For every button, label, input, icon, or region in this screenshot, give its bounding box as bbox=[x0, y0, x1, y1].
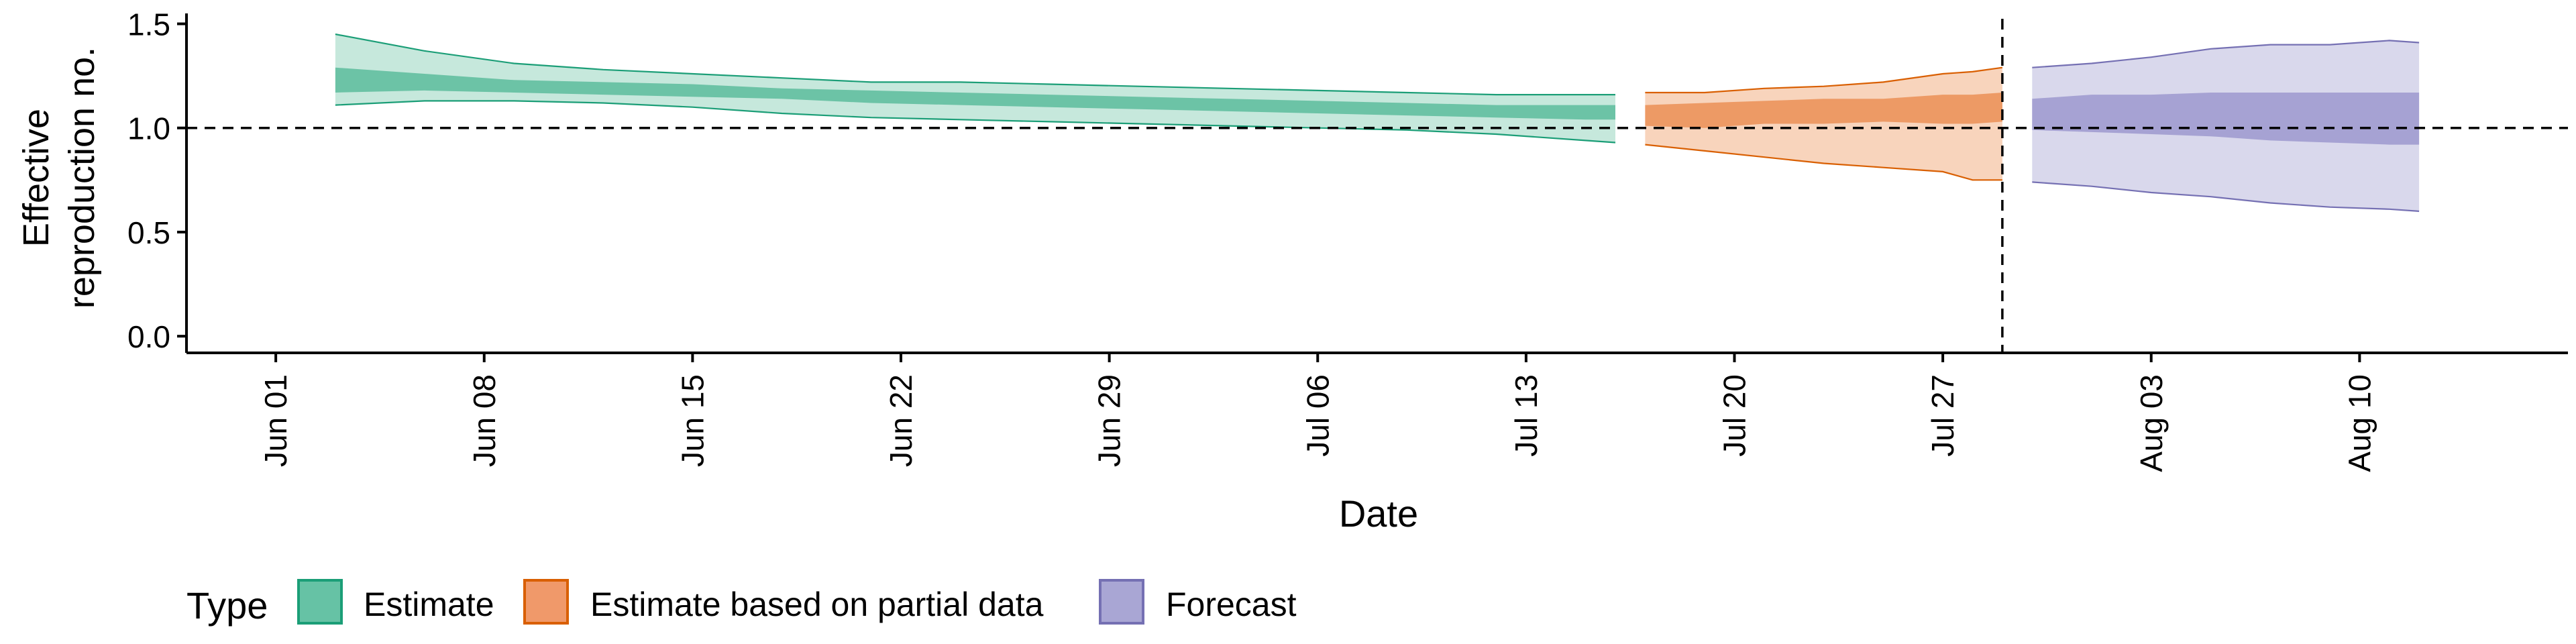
y-tick-label: 1.5 bbox=[127, 7, 170, 42]
y-axis-title: Effective reproduction no. bbox=[16, 47, 102, 309]
partial-band-90 bbox=[1645, 67, 2002, 180]
forecast-band-90-lower-edge bbox=[2032, 181, 2420, 212]
partial-band-90-lower-edge bbox=[1645, 144, 2002, 181]
y-tick-label: 0.0 bbox=[127, 319, 170, 354]
legend-label-partial: Estimate based on partial data bbox=[590, 586, 1044, 623]
x-tick-label: Jul 27 bbox=[1925, 374, 1960, 457]
ribbons-layer bbox=[335, 33, 2420, 212]
y-tick-label: 0.5 bbox=[127, 215, 170, 250]
axes-layer: 0.0 0.5 1.0 1.5 Jun 01 Jun 08 Jun 15 Jun 22 Jun … bbox=[127, 7, 2568, 472]
partial-band-50 bbox=[1645, 93, 2002, 128]
legend-key-partial bbox=[523, 579, 569, 625]
estimate-band-50 bbox=[335, 67, 1615, 120]
x-tick-label: Jul 06 bbox=[1300, 374, 1335, 457]
legend-label-estimate: Estimate bbox=[364, 586, 494, 623]
y-axis-title-line2: reproduction no. bbox=[62, 47, 102, 309]
estimate-band-90-upper-edge bbox=[335, 33, 1615, 96]
x-tick-label: Aug 03 bbox=[2134, 374, 2169, 472]
estimate-band-90 bbox=[335, 34, 1615, 143]
estimate-band-90-lower-edge bbox=[335, 100, 1616, 144]
x-tick-label: Jun 29 bbox=[1092, 374, 1127, 467]
x-tick-label: Jul 20 bbox=[1717, 374, 1752, 457]
legend-label-forecast: Forecast bbox=[1166, 586, 1297, 623]
forecast-band-50 bbox=[2032, 93, 2420, 145]
forecast-band-90-upper-edge bbox=[2032, 40, 2420, 68]
x-axis-title: Date bbox=[1339, 492, 1418, 535]
x-tick-label: Jun 01 bbox=[258, 374, 293, 467]
x-tick-label: Jun 15 bbox=[675, 374, 710, 467]
legend-key-estimate bbox=[297, 579, 343, 625]
partial-band-90-upper-edge bbox=[1645, 66, 2003, 94]
legend-key-forecast bbox=[1099, 579, 1144, 625]
reference-lines bbox=[186, 19, 2568, 353]
x-tick-label: Jun 08 bbox=[467, 374, 502, 467]
y-axis-title-line1: Effective bbox=[16, 109, 56, 247]
legend-title: Type bbox=[186, 584, 268, 627]
x-tick-label: Jul 13 bbox=[1509, 374, 1544, 457]
legend: Type Estimate Estimate based on partial … bbox=[186, 579, 1297, 627]
x-tick-label: Aug 10 bbox=[2342, 374, 2377, 472]
x-tick-label: Jun 22 bbox=[883, 374, 918, 467]
y-tick-label: 1.0 bbox=[127, 111, 170, 146]
